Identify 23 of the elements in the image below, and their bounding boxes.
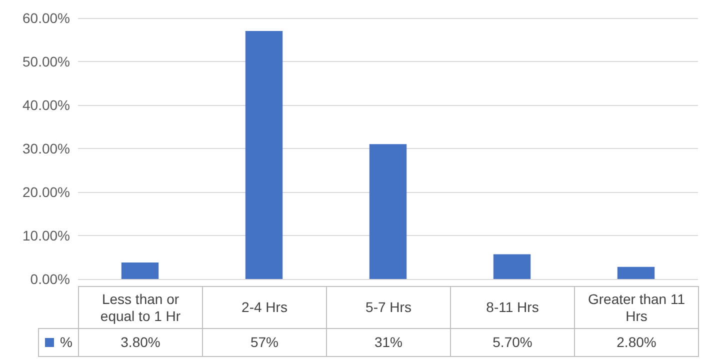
bar (121, 262, 159, 279)
y-tick-label: 10.00% (22, 228, 70, 244)
data-label: 3.80% (78, 328, 203, 357)
data-label: 31% (326, 328, 451, 357)
bar (493, 254, 531, 279)
x-tick-label: 8-11 Hrs (450, 286, 575, 329)
bar (369, 144, 407, 279)
x-tick-label: Greater than 11 Hrs (574, 286, 699, 329)
y-tick-label: 60.00% (22, 10, 70, 26)
bar (617, 266, 655, 279)
legend-label: % (60, 334, 72, 351)
data-label: 57% (202, 328, 327, 357)
bar (245, 31, 283, 279)
x-tick-label: 2-4 Hrs (202, 286, 327, 329)
data-label: 2.80% (574, 328, 699, 357)
y-tick-label: 20.00% (22, 184, 70, 200)
y-tick-label: 50.00% (22, 54, 70, 70)
y-tick-label: 0.00% (30, 271, 70, 287)
data-label: 5.70% (450, 328, 575, 357)
x-tick-label: Less than or equal to 1 Hr (78, 286, 203, 329)
y-tick-label: 30.00% (22, 140, 70, 156)
y-tick-label: 40.00% (22, 97, 70, 113)
x-tick-label: 5-7 Hrs (326, 286, 451, 329)
